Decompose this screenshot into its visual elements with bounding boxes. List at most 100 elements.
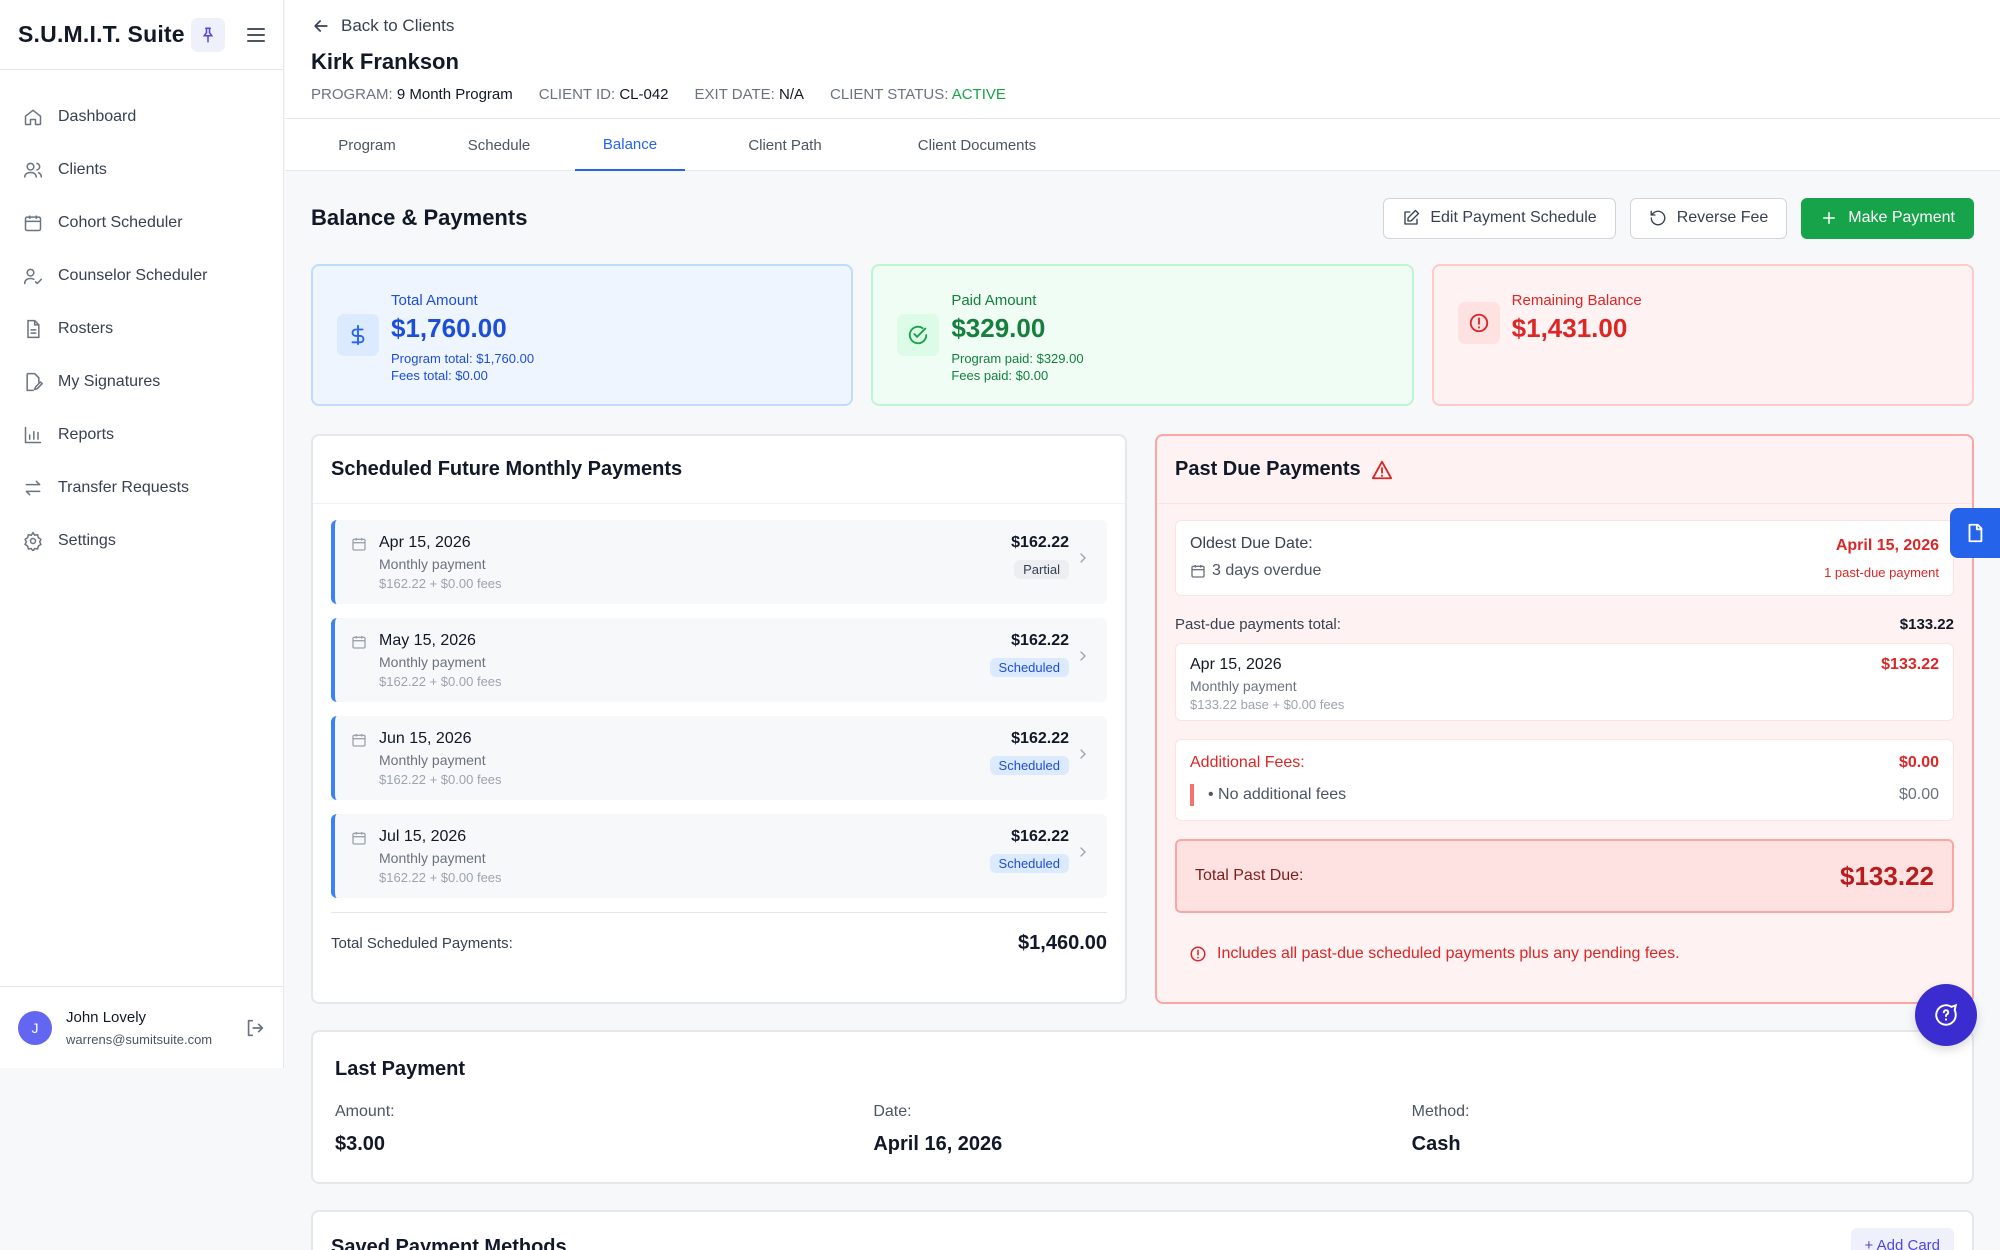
back-to-clients-link[interactable]: Back to Clients xyxy=(311,0,2000,36)
edit-icon xyxy=(1404,209,1420,225)
fees-total: $0.00 xyxy=(1898,754,1939,771)
oldest-due-label: Oldest Due Date: xyxy=(1190,535,1313,552)
overdue-days: 3 days overdue xyxy=(1212,562,1322,579)
check-circle-icon xyxy=(897,314,940,356)
balance-section: Balance & Payments Edit Payment Schedule… xyxy=(311,172,1974,1250)
tab-client-path[interactable]: Client Path xyxy=(748,136,822,154)
sidebar-item-rosters[interactable]: Rosters xyxy=(0,302,283,355)
sidebar-item-label: Reports xyxy=(58,425,115,443)
sidebar-item-label: Counselor Scheduler xyxy=(58,266,208,284)
past-due-total-label: Past-due payments total: xyxy=(1175,616,1341,633)
paid-amount-card: Paid Amount $329.00 Program paid: $329.0… xyxy=(871,264,1414,406)
payment-desc: Monthly payment xyxy=(1190,678,1297,694)
client-id-value: CL-042 xyxy=(619,86,669,103)
sidebar-item-counselor-scheduler[interactable]: Counselor Scheduler xyxy=(0,249,283,302)
back-label: Back to Clients xyxy=(341,16,455,35)
sidebar-item-transfer-requests[interactable]: Transfer Requests xyxy=(0,461,283,514)
past-due-total-row: Past-due payments total: $133.22 xyxy=(1175,616,1954,633)
saved-payment-methods-panel: Saved Payment Methods + Add Card xyxy=(311,1210,1974,1250)
sidebar-item-label: Cohort Scheduler xyxy=(58,213,183,231)
program-label: PROGRAM: xyxy=(311,86,393,103)
method-value: Cash xyxy=(1411,1133,1461,1155)
payment-desc: Monthly payment xyxy=(379,654,486,670)
document-float-icon[interactable] xyxy=(1950,508,2000,558)
payment-detail: $162.22 + $0.00 fees xyxy=(379,576,502,591)
note-text: Includes all past-due scheduled payments… xyxy=(1217,945,1680,962)
exit-date-value: N/A xyxy=(779,86,805,103)
transfer-icon xyxy=(25,480,41,495)
exit-date-label: EXIT DATE: xyxy=(694,86,775,103)
plus-icon xyxy=(1823,212,1836,224)
list-item[interactable]: Jun 15, 2026 Monthly payment $162.22 + $… xyxy=(331,716,1107,800)
panel-title: Saved Payment Methods xyxy=(331,1236,567,1250)
panel-title: Last Payment xyxy=(335,1058,466,1080)
client-id-label: CLIENT ID: xyxy=(538,86,616,103)
sidebar-item-settings[interactable]: Settings xyxy=(0,514,283,567)
make-payment-button[interactable]: Make Payment xyxy=(1801,197,1974,239)
payment-amount: $162.22 xyxy=(1011,730,1069,747)
list-item[interactable]: Apr 15, 2026 Monthly payment $133.22 bas… xyxy=(1175,643,1954,721)
total-label: Total Scheduled Payments: xyxy=(331,935,513,952)
arrow-left-icon xyxy=(314,20,328,32)
gear-icon xyxy=(24,530,42,551)
status-badge: Scheduled xyxy=(989,854,1069,873)
sidebar-item-dashboard[interactable]: Dashboard xyxy=(0,90,283,143)
alert-circle-icon xyxy=(1457,302,1500,344)
payment-date: Jun 15, 2026 xyxy=(379,730,472,747)
hamburger-menu-icon[interactable] xyxy=(243,22,269,48)
reverse-fee-button[interactable]: Reverse Fee xyxy=(1629,197,1788,239)
chevron-right-icon xyxy=(1080,553,1086,563)
calendar-icon xyxy=(1191,565,1205,578)
list-item[interactable]: Apr 15, 2026 Monthly payment $162.22 + $… xyxy=(331,520,1107,604)
sidebar-item-label: Transfer Requests xyxy=(58,478,190,496)
home-icon xyxy=(24,109,42,125)
payment-date: Jul 15, 2026 xyxy=(379,828,467,845)
sidebar-nav: Dashboard Clients Cohort Scheduler Couns… xyxy=(0,70,283,567)
summary-cards: Total Amount $1,760.00 Program total: $1… xyxy=(311,264,1974,406)
brand-bar: S.U.M.I.T. Suite xyxy=(0,0,283,70)
tab-balance[interactable]: Balance xyxy=(575,119,685,171)
avatar[interactable]: J xyxy=(18,1010,52,1045)
add-card-button[interactable]: + Add Card xyxy=(1850,1228,1954,1250)
total-amount-card: Total Amount $1,760.00 Program total: $1… xyxy=(311,264,854,406)
chevron-right-icon xyxy=(1080,651,1086,661)
past-due-note: Includes all past-due scheduled payments… xyxy=(1175,945,1954,963)
scheduled-total: Total Scheduled Payments: $1,460.00 xyxy=(331,912,1107,974)
section-title: Balance & Payments xyxy=(311,205,528,230)
users-icon xyxy=(23,162,43,178)
payment-amount: $162.22 xyxy=(1011,632,1069,649)
payment-amount: $162.22 xyxy=(1011,534,1069,551)
edit-payment-schedule-button[interactable]: Edit Payment Schedule xyxy=(1383,197,1616,239)
sidebar-item-reports[interactable]: Reports xyxy=(0,408,283,461)
list-item[interactable]: Jul 15, 2026 Monthly payment $162.22 + $… xyxy=(331,814,1107,898)
total-past-due-box: Total Past Due: $133.22 xyxy=(1175,839,1954,913)
sidebar-item-my-signatures[interactable]: My Signatures xyxy=(0,355,283,408)
payment-desc: Monthly payment xyxy=(379,752,486,768)
tab-schedule[interactable]: Schedule xyxy=(467,136,531,154)
button-label: Reverse Fee xyxy=(1676,209,1769,226)
tab-program[interactable]: Program xyxy=(338,136,396,154)
sidebar-item-label: Dashboard xyxy=(58,107,137,125)
user-profile: J John Lovely warrens@sumitsuite.com xyxy=(0,986,284,1068)
bar-chart-icon xyxy=(24,426,42,443)
tab-client-documents[interactable]: Client Documents xyxy=(917,136,1037,154)
amount-value: $3.00 xyxy=(335,1133,386,1155)
pin-icon[interactable] xyxy=(190,17,225,52)
payment-amount: $133.22 xyxy=(1881,656,1939,673)
logout-icon[interactable] xyxy=(244,1017,266,1039)
calendar-icon xyxy=(352,734,366,747)
tab-bar: Program Schedule Balance Client Path Cli… xyxy=(285,119,2000,171)
sidebar-item-label: Rosters xyxy=(58,319,114,337)
list-item[interactable]: May 15, 2026 Monthly payment $162.22 + $… xyxy=(331,618,1107,702)
payment-detail: $162.22 + $0.00 fees xyxy=(379,870,502,885)
fees-line-value: $0.00 xyxy=(1898,786,1939,803)
sidebar-item-label: Settings xyxy=(58,531,116,549)
oldest-due-box: Oldest Due Date: 3 days overdue April 15… xyxy=(1175,520,1954,596)
sidebar-item-clients[interactable]: Clients xyxy=(0,143,283,196)
card-label: Remaining Balance xyxy=(1511,292,1642,309)
sidebar-item-cohort-scheduler[interactable]: Cohort Scheduler xyxy=(0,196,283,249)
help-chat-icon[interactable] xyxy=(1915,984,1977,1046)
program-value: 9 Month Program xyxy=(396,86,513,103)
client-status-label: CLIENT STATUS: xyxy=(830,86,949,103)
scheduled-payments-panel: Scheduled Future Monthly Payments Apr 15… xyxy=(311,434,1127,1004)
